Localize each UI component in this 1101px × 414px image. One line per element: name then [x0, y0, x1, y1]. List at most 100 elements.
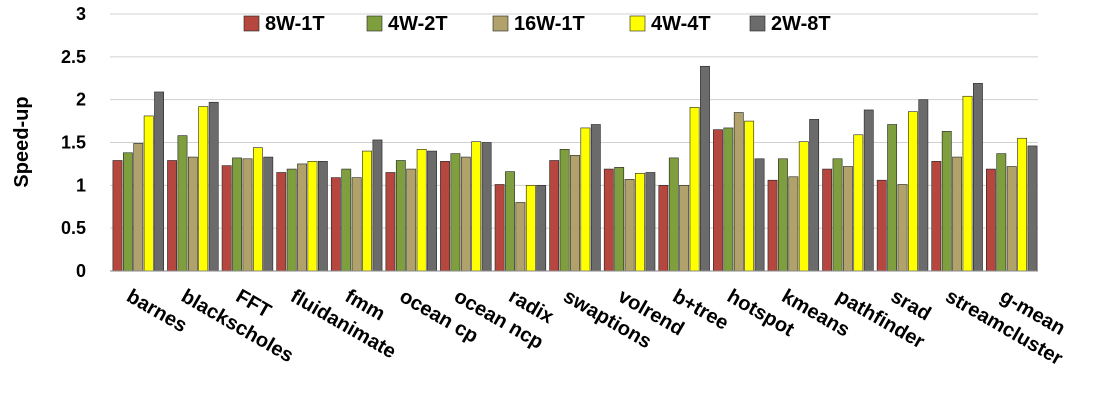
- bar-fft-2w-8t: [263, 156, 274, 272]
- bar-barnes-16w-1t: [133, 143, 144, 272]
- bar-swaptions-8w-1t: [549, 160, 560, 272]
- bar-streamcluster-2w-8t: [973, 83, 983, 272]
- bar-fmm-4w-2t: [341, 168, 352, 272]
- x-category-label: barnes: [123, 285, 191, 337]
- y-tick-label: 0: [76, 261, 86, 281]
- bar-volrend-4w-4t: [635, 173, 645, 272]
- bar-volrend-8w-1t: [603, 168, 614, 272]
- bar-g-mean-4w-4t: [1017, 137, 1028, 272]
- bar-hotspot-8w-1t: [713, 129, 723, 272]
- legend-swatch: [749, 15, 766, 32]
- bar-volrend-2w-8t: [645, 172, 656, 272]
- bar-hotspot-2w-8t: [754, 158, 765, 272]
- bar-g-mean-4w-2t: [996, 153, 1007, 272]
- bar-blackscholes-4w-2t: [177, 135, 188, 272]
- bar-radix-16w-1t: [515, 202, 526, 272]
- bar-blackscholes-8w-1t: [167, 160, 177, 272]
- bar-barnes-8w-1t: [112, 160, 123, 272]
- y-tick-label: 1.5: [61, 133, 86, 153]
- bar-swaptions-4w-4t: [580, 127, 591, 272]
- bar-b-tree-2w-8t: [700, 65, 710, 272]
- bar-pathfinder-2w-8t: [863, 109, 874, 272]
- bar-fmm-8w-1t: [330, 177, 341, 272]
- bar-fluidanimate-8w-1t: [276, 172, 287, 272]
- bar-hotspot-4w-2t: [723, 127, 734, 272]
- bar-ocean-ncp-8w-1t: [440, 161, 450, 272]
- bar-kmeans-2w-8t: [809, 119, 820, 272]
- legend-label: 8W-1T: [265, 13, 325, 35]
- bar-fft-4w-4t: [252, 147, 263, 272]
- bar-hotspot-4w-4t: [744, 120, 755, 272]
- bar-pathfinder-8w-1t: [822, 168, 833, 272]
- x-category-label: fluidanimate: [287, 285, 400, 363]
- bar-ocean-cp-8w-1t: [385, 172, 396, 272]
- bar-fmm-16w-1t: [351, 177, 362, 272]
- bar-g-mean-8w-1t: [986, 168, 996, 272]
- legend-swatch: [243, 15, 260, 32]
- bar-srad-4w-2t: [887, 124, 898, 272]
- bar-ocean-cp-16w-1t: [406, 168, 417, 272]
- bar-volrend-16w-1t: [624, 179, 635, 272]
- bar-srad-16w-1t: [897, 184, 908, 272]
- bar-kmeans-4w-4t: [798, 141, 809, 272]
- bar-ocean-ncp-16w-1t: [460, 156, 471, 272]
- bar-kmeans-8w-1t: [767, 179, 778, 272]
- legend-swatch: [366, 15, 383, 32]
- bar-radix-8w-1t: [494, 184, 505, 272]
- bar-swaptions-4w-2t: [559, 149, 570, 272]
- bar-g-mean-16w-1t: [1006, 166, 1017, 272]
- y-axis-title: Speed-up: [11, 96, 33, 187]
- bar-swaptions-16w-1t: [570, 155, 580, 272]
- bar-hotspot-16w-1t: [733, 112, 744, 272]
- bars: [112, 65, 1038, 272]
- y-tick-label: 0.5: [61, 218, 86, 238]
- bar-blackscholes-2w-8t: [208, 101, 219, 272]
- bar-streamcluster-8w-1t: [931, 161, 942, 272]
- bar-fft-4w-2t: [232, 157, 242, 272]
- bar-radix-4w-4t: [525, 185, 536, 272]
- bar-pathfinder-16w-1t: [843, 166, 853, 272]
- bar-ocean-ncp-2w-8t: [481, 142, 492, 272]
- bar-fmm-4w-4t: [362, 150, 372, 272]
- bar-kmeans-4w-2t: [778, 158, 788, 272]
- bar-fluidanimate-16w-1t: [297, 163, 307, 272]
- bar-ocean-cp-4w-4t: [416, 149, 427, 272]
- bar-barnes-2w-8t: [154, 91, 164, 272]
- bar-srad-4w-4t: [908, 111, 918, 272]
- bar-fluidanimate-4w-4t: [307, 161, 318, 272]
- y-tick-label: 2: [76, 90, 86, 110]
- bar-ocean-cp-4w-2t: [395, 160, 406, 272]
- bar-pathfinder-4w-4t: [853, 134, 864, 272]
- bar-b-tree-16w-1t: [679, 185, 690, 272]
- bar-srad-8w-1t: [876, 179, 887, 272]
- y-tick-label: 2.5: [61, 47, 86, 67]
- legend: 8W-1T 4W-2T 16W-1T 4W-4T 2W-8T: [243, 13, 831, 35]
- bar-fmm-2w-8t: [372, 139, 383, 272]
- bar-kmeans-16w-1t: [788, 176, 799, 272]
- bar-srad-2w-8t: [918, 99, 929, 272]
- bar-barnes-4w-2t: [122, 152, 133, 272]
- bar-barnes-4w-4t: [143, 115, 154, 272]
- bar-streamcluster-16w-1t: [952, 156, 963, 272]
- bar-swaptions-2w-8t: [590, 124, 601, 272]
- bar-volrend-4w-2t: [614, 167, 625, 272]
- bar-ocean-ncp-4w-4t: [471, 141, 482, 272]
- bar-blackscholes-16w-1t: [187, 156, 198, 272]
- legend-label: 2W-8T: [771, 13, 831, 35]
- legend-swatch: [492, 15, 509, 32]
- legend-label: 4W-4T: [651, 13, 711, 35]
- bar-fluidanimate-4w-2t: [286, 168, 297, 272]
- legend-label: 4W-2T: [388, 13, 448, 35]
- bar-ocean-cp-2w-8t: [427, 150, 437, 272]
- bar-b-tree-4w-4t: [689, 107, 700, 272]
- bar-b-tree-8w-1t: [658, 185, 669, 272]
- bar-streamcluster-4w-2t: [941, 131, 952, 272]
- legend-label: 16W-1T: [514, 13, 585, 35]
- y-tick-labels: 0 0.5 1 1.5 2 2.5 3: [61, 4, 86, 281]
- y-tick-label: 1: [76, 175, 86, 195]
- bar-fft-8w-1t: [221, 165, 232, 272]
- bar-radix-4w-2t: [505, 171, 515, 272]
- bar-radix-2w-8t: [536, 185, 547, 272]
